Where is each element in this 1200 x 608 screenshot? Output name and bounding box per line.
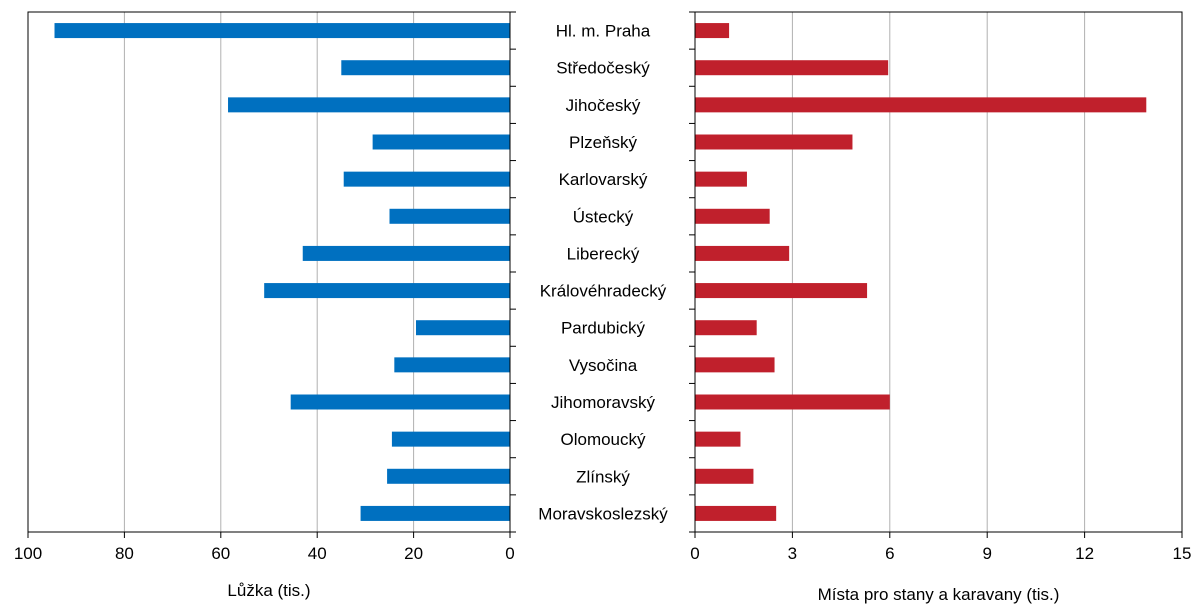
right-bar <box>695 394 890 410</box>
category-label: Plzeňský <box>569 133 638 152</box>
right-x-tick-label: 6 <box>885 544 894 563</box>
category-label: Zlínský <box>576 467 630 486</box>
left-bar <box>372 134 510 150</box>
category-label: Liberecký <box>567 244 640 263</box>
left-bar <box>360 505 510 521</box>
right-x-axis-title: Místa pro stany a karavany (tis.) <box>818 585 1060 604</box>
category-label: Vysočina <box>569 356 638 375</box>
left-bar <box>387 468 510 484</box>
right-x-tick-label: 0 <box>690 544 699 563</box>
right-bar <box>695 468 754 484</box>
right-x-tick-label: 3 <box>788 544 797 563</box>
right-bar <box>695 97 1147 113</box>
left-x-ticks: 100 80 60 40 20 0 <box>14 532 515 563</box>
left-bar <box>343 171 510 187</box>
category-label: Ústecký <box>573 207 634 226</box>
right-bar <box>695 60 889 76</box>
left-x-axis-title: Lůžka (tis.) <box>227 581 310 600</box>
category-label: Středočeský <box>556 59 650 78</box>
right-x-tick-label: 9 <box>982 544 991 563</box>
left-x-tick-label: 60 <box>211 544 230 563</box>
left-bar <box>264 283 510 299</box>
right-bar <box>695 283 868 299</box>
category-label: Moravskoslezský <box>538 504 668 523</box>
right-x-tick-label: 15 <box>1173 544 1192 563</box>
left-bars <box>54 23 510 521</box>
right-bar <box>695 505 777 521</box>
category-label: Pardubický <box>561 319 646 338</box>
left-x-tick-label: 20 <box>404 544 423 563</box>
right-bar <box>695 320 757 336</box>
right-plot-frame <box>694 11 1183 533</box>
category-label: Hl. m. Praha <box>556 22 651 41</box>
left-x-tick-label: 0 <box>505 544 514 563</box>
left-x-tick-label: 100 <box>14 544 42 563</box>
left-bar <box>302 245 510 261</box>
left-x-tick-label: 80 <box>115 544 134 563</box>
left-gridlines <box>123 12 415 532</box>
left-bar <box>416 320 510 336</box>
right-bar <box>695 245 790 261</box>
category-label: Karlovarský <box>559 170 648 189</box>
category-labels: Hl. m. Praha Středočeský Jihočeský Plzeňský… <box>538 22 668 524</box>
right-bar <box>695 208 770 224</box>
right-bars <box>695 23 1147 521</box>
left-panel-beds: 100 80 60 40 20 0 Lůžka (tis.) <box>14 11 516 600</box>
category-label: Olomoucký <box>560 430 646 449</box>
right-x-tick-label: 12 <box>1075 544 1094 563</box>
left-plot-frame <box>27 11 511 533</box>
right-category-ticks <box>689 11 695 533</box>
right-bar <box>695 431 741 447</box>
left-bar <box>389 208 510 224</box>
right-bar <box>695 134 853 150</box>
category-label: Jihomoravský <box>551 393 655 412</box>
left-bar <box>341 60 510 76</box>
category-label: Královéhradecký <box>540 282 667 301</box>
right-panel-camp-sites: 0 3 6 9 12 15 Místa pro stany a karavany (tis… <box>689 11 1191 604</box>
left-bar <box>290 394 510 410</box>
right-x-ticks: 0 3 6 9 12 15 <box>690 532 1191 563</box>
right-bar <box>695 171 747 187</box>
left-bar <box>228 97 510 113</box>
left-x-tick-label: 40 <box>308 544 327 563</box>
left-bar <box>391 431 510 447</box>
left-category-ticks <box>510 11 516 533</box>
left-bar <box>54 23 510 39</box>
right-bar <box>695 23 730 39</box>
category-label: Jihočeský <box>566 96 641 115</box>
left-bar <box>394 357 510 373</box>
right-gridlines <box>791 12 1086 532</box>
right-bar <box>695 357 775 373</box>
